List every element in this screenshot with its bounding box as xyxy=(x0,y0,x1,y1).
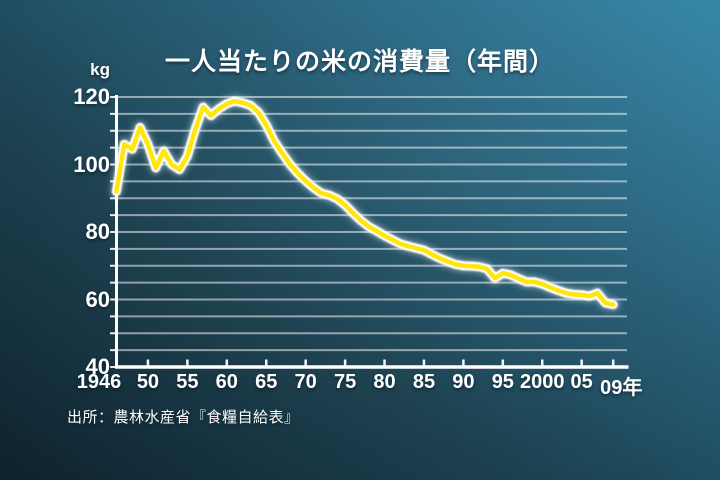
gridlines xyxy=(116,96,627,352)
x-axis-label: 80 xyxy=(373,371,396,393)
x-axis-label: 1946 xyxy=(76,371,122,393)
y-axis-label: 40 xyxy=(85,354,110,379)
y-axis-label: 100 xyxy=(73,151,110,177)
source-caption: 出所：農林水産省『食糧自給表』 xyxy=(67,409,300,426)
y-axis-label: 120 xyxy=(73,84,110,109)
x-axis-label: 90 xyxy=(452,371,475,393)
x-axis-label: 75 xyxy=(333,371,357,393)
x-axis-label: 2000 xyxy=(519,371,565,393)
axes xyxy=(115,95,629,369)
x-axis-label: 55 xyxy=(176,371,199,393)
x-axis-label: 50 xyxy=(136,371,160,393)
y-axis-unit-label: kg xyxy=(90,60,110,79)
x-axis-label: 70 xyxy=(294,371,317,393)
chart-title: 一人当たりの米の消費量（年間） xyxy=(164,48,555,76)
consumption-line-core xyxy=(114,98,616,307)
y-axis-label: 60 xyxy=(85,286,110,312)
x-axis-label: 85 xyxy=(412,371,436,393)
y-axis-label: 80 xyxy=(85,219,110,244)
x-axis-label: 09年 xyxy=(600,377,643,399)
x-axis-label: 95 xyxy=(491,371,514,393)
x-axis-label: 60 xyxy=(215,371,238,393)
x-axis-label: 05 xyxy=(570,371,593,393)
consumption-line xyxy=(109,94,620,312)
x-axis-label: 65 xyxy=(255,371,278,393)
